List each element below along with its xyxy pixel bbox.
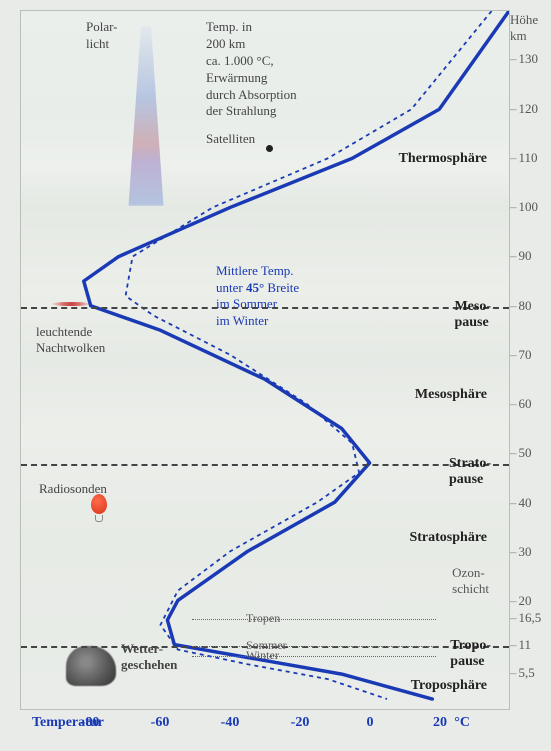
aurora-graphic (121, 26, 171, 206)
balloon-graphic (91, 494, 107, 514)
x-tick: 0 (367, 715, 374, 731)
tropopause-winter-label: Winter (246, 648, 279, 663)
tropopause-label: Tropo-pause (450, 638, 491, 670)
ozonschicht-label: Ozon-schicht (452, 565, 489, 597)
x-axis-unit: °C (454, 715, 470, 731)
y-tick: 50 (510, 445, 532, 461)
y-tick: 70 (510, 347, 532, 363)
x-tick: -40 (221, 715, 240, 731)
x-axis: Temperatur °C -80-60-40-20020 (20, 711, 510, 741)
tropopause-winter-line (192, 656, 436, 657)
troposphäre-label: Troposphäre (411, 678, 487, 694)
y-tick: 100 (510, 199, 538, 215)
radiosonden-label: Radiosonden (39, 481, 107, 497)
polarlicht-label: Polar-licht (86, 19, 118, 53)
mesopause-label: Meso-pause (454, 299, 491, 331)
stratosphäre-label: Stratosphäre (409, 530, 487, 546)
thermosphäre-label: Thermosphäre (399, 151, 487, 167)
curve-legend: Mittlere Temp.unter 45° Breite im Sommer… (216, 263, 299, 331)
mesopause-line (21, 307, 509, 309)
y-axis: 130 120 110 100 90 80 70 60 50 40 30 2016,5 11 5,5 (510, 10, 545, 710)
y-tick: 120 (510, 101, 538, 117)
stratopause-label: Strato-pause (449, 456, 491, 488)
text: Temp. in200 kmca. 1.000 °C,Erwärmungdurc… (206, 19, 297, 118)
wettergeschehen-label: Wetter-geschehen (121, 641, 177, 673)
satellite-dot (266, 145, 273, 152)
y-tick: 90 (510, 248, 532, 264)
x-tick: -20 (291, 715, 310, 731)
mesosphäre-label: Mesosphäre (415, 387, 487, 403)
y-tick: 5,5 (510, 665, 535, 681)
legend-summer: im Sommer (216, 296, 299, 313)
atmosphere-chart: Polar-licht Temp. in200 kmca. 1.000 °C,E… (20, 10, 510, 710)
tropopause-tropen-label: Tropen (246, 611, 280, 626)
satelliten-label: Satelliten (206, 131, 255, 147)
leuchtende-nachtwolken-label: leuchtendeNachtwolken (36, 324, 105, 356)
weather-cloud-graphic (66, 646, 116, 686)
y-tick: 60 (510, 396, 532, 412)
x-tick: -60 (151, 715, 170, 731)
tropopause-sommer-line (192, 646, 436, 647)
y-tick: 16,5 (510, 610, 541, 626)
tropopause-tropen-line (192, 619, 436, 620)
y-tick: 130 (510, 51, 538, 67)
stratopause-line (21, 464, 509, 466)
temp-note: Temp. in200 kmca. 1.000 °C,Erwärmungdurc… (206, 19, 297, 120)
y-tick: 20 (510, 593, 532, 609)
text: Polar-licht (86, 19, 118, 51)
y-tick: 11 (510, 637, 531, 653)
y-tick: 40 (510, 495, 532, 511)
x-tick: -80 (81, 715, 100, 731)
x-tick: 20 (433, 715, 447, 731)
nlc-graphic (51, 302, 91, 306)
legend-winter: im Winter (216, 313, 299, 330)
winter-curve (126, 11, 492, 699)
y-tick: 110 (510, 150, 538, 166)
legend-title: Mittlere Temp.unter 45° Breite (216, 263, 299, 297)
y-tick: 80 (510, 298, 532, 314)
y-tick: 30 (510, 544, 532, 560)
